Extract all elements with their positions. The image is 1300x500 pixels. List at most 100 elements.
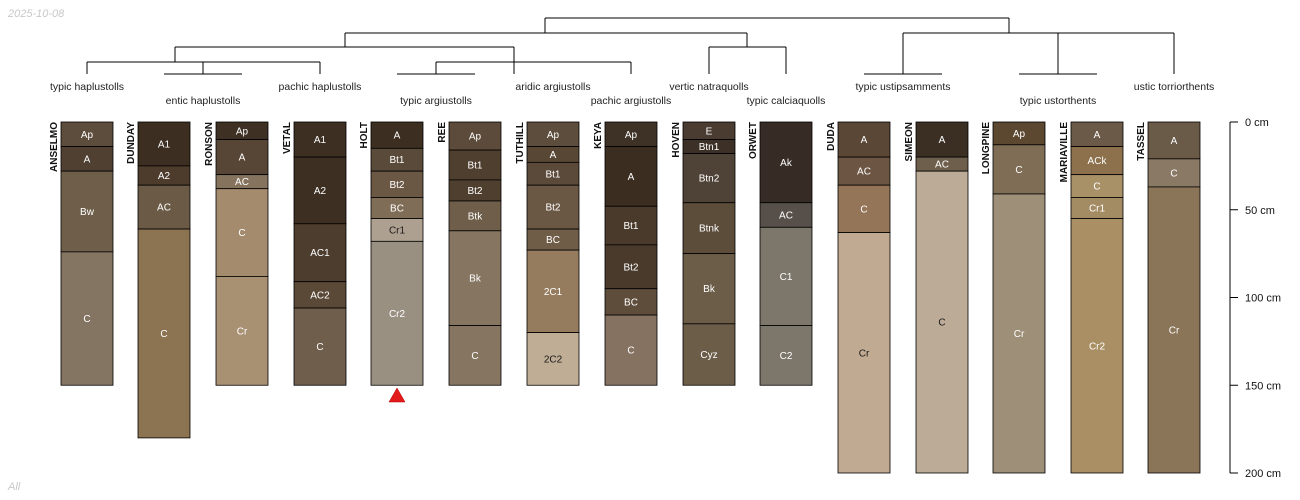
horizon-label: Bw (80, 207, 95, 218)
horizon-label: Ap (81, 130, 94, 141)
horizon-a2 (293, 156, 347, 225)
horizon-label: Bt2 (467, 186, 482, 197)
profile-name: VETAL (282, 122, 293, 154)
horizon-label: E (706, 126, 713, 137)
horizon-label: Ap (469, 132, 482, 143)
horizon-bk (682, 253, 736, 325)
profile-name: MARIAVILLE (1059, 122, 1070, 183)
horizon-label: Cr2 (389, 309, 406, 320)
depth-tick-label: 150 cm (1245, 380, 1281, 392)
horizon-a (215, 139, 269, 176)
date-stamp: 2025-10-08 (8, 8, 65, 20)
horizon-label: Cr1 (1089, 203, 1106, 214)
profile-holt: HOLT A Bt1 Bt2 BC Cr1 Cr2 (359, 121, 424, 386)
horizon-a (60, 146, 114, 172)
horizon-label: Cyz (700, 350, 717, 361)
depth-tick-label: 100 cm (1245, 293, 1281, 305)
horizon-c (1147, 158, 1201, 188)
horizon-2c1 (526, 249, 580, 334)
horizon-cr (215, 276, 269, 386)
profile-dunday: DUNDAY A1 A2 AC C (126, 121, 191, 439)
depth-tick-label: 0 cm (1245, 117, 1269, 129)
profile-name: ANSELMO (49, 122, 60, 172)
horizon-label: Bk (703, 284, 716, 295)
taxon-label-pachic-argiustolls: pachic argiustolls (591, 95, 672, 107)
taxon-label-typic-argiustolls: typic argiustolls (400, 95, 472, 107)
horizon-c (992, 144, 1046, 195)
horizon-2c2 (526, 332, 580, 386)
horizon-label: C (1170, 168, 1177, 179)
horizon-label: A (1094, 130, 1101, 141)
profile-name: KEYA (593, 122, 604, 149)
horizon-a1 (137, 121, 191, 167)
profile-name: REE (437, 122, 448, 143)
horizon-a1 (293, 121, 347, 158)
horizon-label: A1 (158, 139, 171, 150)
horizon-label: C (83, 314, 90, 325)
profile-name: DUDA (826, 122, 837, 151)
horizon-ak (759, 121, 813, 204)
horizon-label: Bt2 (545, 203, 560, 214)
taxon-label-aridic-argiustolls: aridic argiustolls (515, 81, 590, 93)
horizon-bt1 (604, 205, 658, 246)
horizon-ap (60, 121, 114, 147)
horizon-a (1070, 121, 1124, 147)
profile-keya: KEYA Ap A Bt1 Bt2 BC C (593, 121, 658, 386)
horizon-label: AC (235, 177, 249, 188)
horizon-a (604, 146, 658, 207)
horizon-label: BC (390, 203, 404, 214)
horizon-ac (837, 156, 891, 186)
horizon-ap (448, 121, 502, 151)
horizon-label: 2C1 (544, 287, 563, 298)
horizon-label: Btn1 (699, 142, 720, 153)
taxon-label-vertic-natraquolls: vertic natraquolls (669, 81, 748, 93)
dendrogram (86, 17, 1175, 75)
horizon-label: Ap (1013, 129, 1026, 140)
horizon-cr (837, 232, 891, 474)
horizon-c (448, 325, 502, 386)
horizon-label: C (627, 346, 634, 357)
taxon-label-typic-ustorthents: typic ustorthents (1020, 95, 1096, 107)
horizon-label: Cr (237, 326, 248, 337)
horizon-bt2 (370, 170, 424, 198)
horizon-label: C2 (780, 351, 793, 362)
horizon-a (1147, 121, 1201, 160)
horizon-btnk (682, 202, 736, 255)
profile-orwet: ORWET Ak AC C1 C2 (748, 121, 813, 386)
horizon-cr (1147, 186, 1201, 474)
horizon-label: BC (546, 235, 560, 246)
depth-tick-label: 50 cm (1245, 205, 1275, 217)
horizon-label: Bt1 (389, 155, 404, 166)
taxon-label-typic-haplustolls: typic haplustolls (50, 81, 124, 93)
horizon-label: A (394, 131, 401, 142)
horizon-cr2 (1070, 218, 1124, 474)
horizon-btn2 (682, 153, 736, 204)
profile-ree: REE Ap Bt1 Bt2 Btk Bk C (437, 121, 502, 386)
horizon-label: Btn2 (699, 174, 720, 185)
horizon-label: AC (935, 160, 949, 171)
profile-anselmo: ANSELMO Ap A Bw C (49, 121, 114, 386)
horizon-label: Bt1 (545, 169, 560, 180)
horizon-c (293, 307, 347, 386)
taxonomy-labels: typic haplustolls entic haplustolls pachic… (50, 81, 1214, 107)
taxon-label-entic-haplustolls: entic haplustolls (166, 95, 241, 107)
horizon-label: A (550, 150, 557, 161)
horizon-label: C (316, 342, 323, 353)
profile-name: LONGPINE (981, 122, 992, 175)
horizon-label: C (471, 351, 478, 362)
horizon-cr2 (370, 240, 424, 386)
profile-name: ORWET (748, 122, 759, 159)
depth-axis: 0 cm 50 cm 100 cm 150 cm 200 cm (1229, 117, 1281, 480)
horizon-label: Bk (469, 274, 482, 285)
horizon-label: Cr (1014, 329, 1025, 340)
horizon-c (215, 188, 269, 277)
selected-profile-marker (388, 387, 406, 403)
horizon-label: Btk (468, 211, 483, 222)
profile-longpine: LONGPINE Ap C Cr (981, 121, 1046, 474)
profile-name: HOVEN (671, 122, 682, 158)
horizon-label: Btnk (699, 224, 720, 235)
horizon-c2 (759, 325, 813, 386)
horizon-label: Cr (1169, 325, 1180, 336)
